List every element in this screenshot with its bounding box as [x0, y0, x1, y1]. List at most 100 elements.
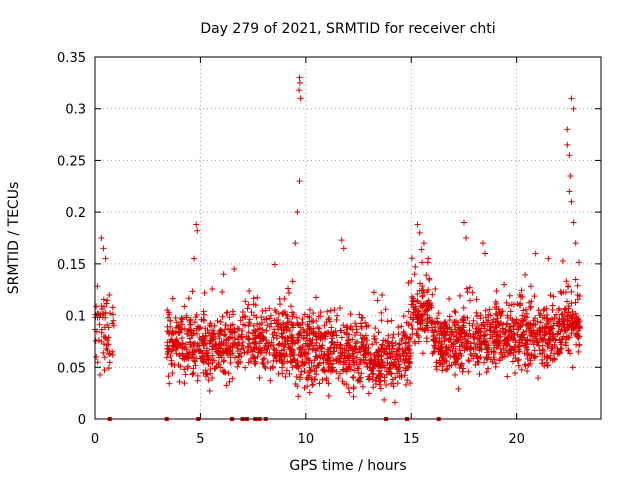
data-point	[182, 353, 189, 360]
data-point	[323, 375, 330, 382]
data-point	[550, 293, 557, 300]
data-point	[407, 380, 414, 387]
data-point	[393, 364, 400, 371]
data-point	[103, 345, 110, 352]
data-point	[256, 374, 263, 381]
data-point	[414, 221, 421, 228]
data-point	[354, 349, 361, 356]
data-point	[538, 336, 545, 343]
data-point	[231, 266, 238, 273]
data-point	[199, 350, 206, 357]
data-point	[402, 339, 409, 346]
data-point	[574, 282, 581, 289]
data-point	[457, 334, 464, 341]
data-point	[460, 316, 467, 323]
data-point	[261, 346, 268, 353]
data-point	[266, 349, 273, 356]
data-point	[559, 318, 566, 325]
data-point	[303, 335, 310, 342]
data-point	[106, 291, 113, 298]
data-point	[236, 350, 243, 357]
data-point	[212, 340, 219, 347]
data-point	[339, 366, 346, 373]
data-point	[250, 295, 257, 302]
data-point	[99, 314, 106, 321]
data-point	[419, 259, 426, 266]
data-point	[504, 312, 511, 319]
data-point	[419, 292, 426, 299]
data-point	[299, 343, 306, 350]
x-tick-label: 0	[91, 432, 99, 447]
data-point	[109, 348, 116, 355]
data-point	[556, 348, 563, 355]
data-point	[168, 357, 175, 364]
data-point	[100, 245, 107, 252]
data-point	[203, 345, 210, 352]
data-point	[506, 292, 513, 299]
data-point	[187, 339, 194, 346]
data-point	[250, 345, 257, 352]
data-point	[489, 339, 496, 346]
data-point	[527, 283, 534, 290]
data-point	[203, 351, 210, 358]
data-point	[433, 366, 440, 373]
plot-frame	[94, 56, 602, 420]
data-point	[219, 288, 226, 295]
data-point	[373, 349, 380, 356]
data-point	[429, 291, 436, 298]
data-point	[256, 340, 263, 347]
data-point	[338, 334, 345, 341]
data-point	[298, 348, 305, 355]
data-point	[412, 263, 419, 270]
data-point	[400, 313, 407, 320]
data-point	[254, 320, 261, 327]
data-point	[321, 365, 328, 372]
data-point	[477, 354, 484, 361]
data-point	[325, 380, 332, 387]
data-point	[239, 339, 246, 346]
data-point	[452, 360, 459, 367]
data-point	[564, 298, 571, 305]
data-point	[347, 344, 354, 351]
data-point	[494, 318, 501, 325]
data-point	[388, 371, 395, 378]
data-point	[248, 309, 255, 316]
data-point	[476, 371, 483, 378]
data-point	[438, 347, 445, 354]
data-point	[405, 338, 412, 345]
data-point	[343, 347, 350, 354]
data-point	[491, 350, 498, 357]
data-point	[409, 325, 416, 332]
data-point	[472, 350, 479, 357]
data-point	[231, 329, 238, 336]
data-point	[312, 330, 319, 337]
data-point	[171, 362, 178, 369]
data-point	[301, 328, 308, 335]
data-point	[356, 311, 363, 318]
data-point	[279, 370, 286, 377]
data-point	[206, 387, 213, 394]
data-point	[501, 331, 508, 338]
data-point	[523, 351, 530, 358]
data-point	[286, 319, 293, 326]
data-point	[314, 324, 321, 331]
data-point	[317, 332, 324, 339]
data-point	[448, 328, 455, 335]
data-point	[566, 152, 573, 159]
data-point	[454, 338, 461, 345]
data-point	[253, 334, 260, 341]
data-point	[98, 302, 105, 309]
y-tick-label: 0.15	[57, 258, 86, 273]
data-point	[279, 340, 286, 347]
data-point	[572, 310, 579, 317]
data-point	[275, 317, 282, 324]
data-point	[381, 377, 388, 384]
data-point	[371, 335, 378, 342]
data-point	[349, 336, 356, 343]
data-point	[327, 360, 334, 367]
data-point	[296, 74, 303, 81]
data-point	[165, 345, 172, 352]
data-point	[493, 324, 500, 331]
data-point	[487, 312, 494, 319]
